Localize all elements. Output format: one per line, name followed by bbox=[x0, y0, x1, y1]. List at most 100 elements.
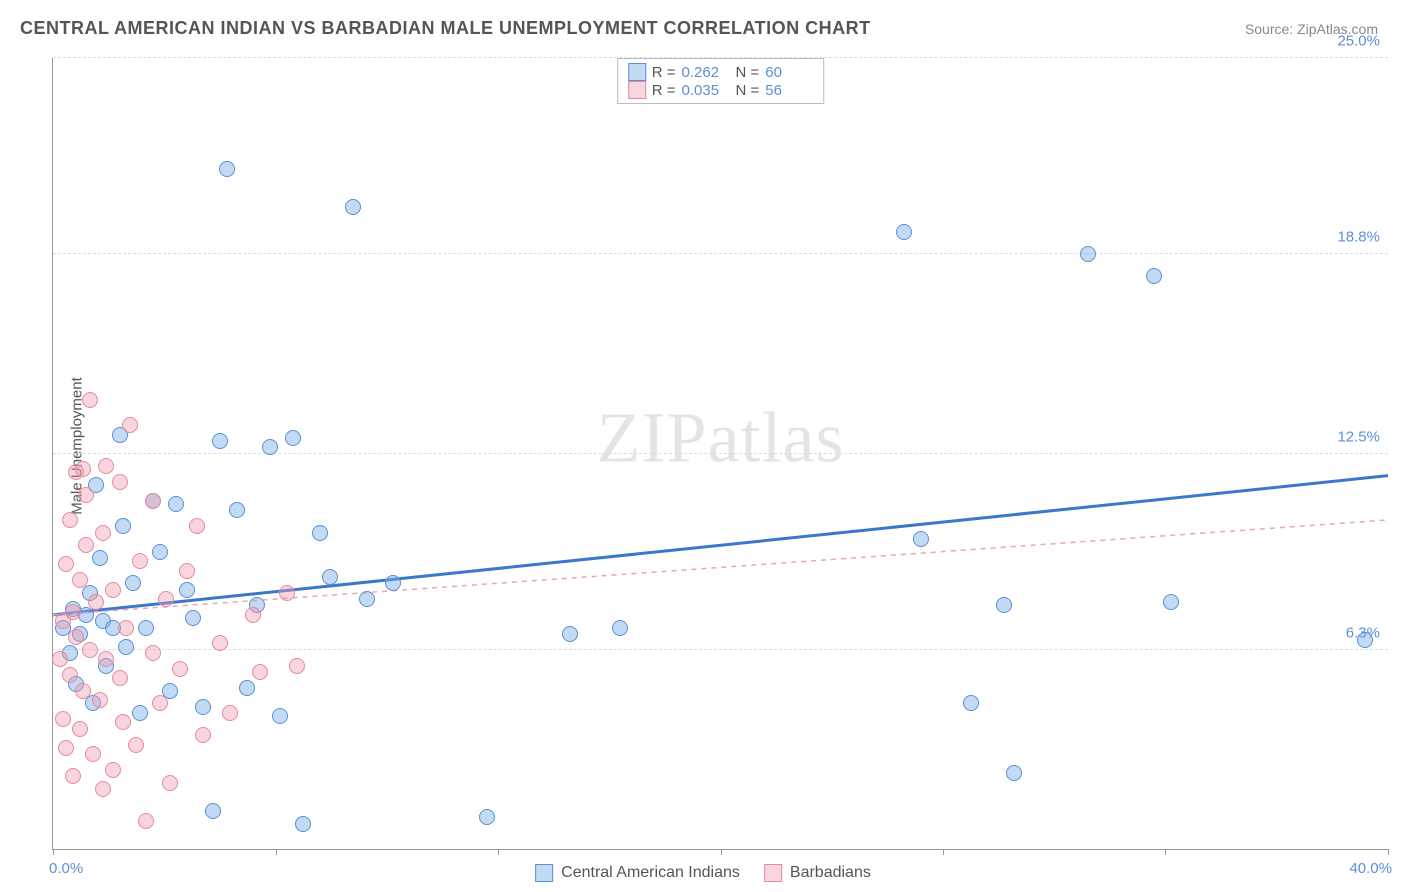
data-point bbox=[239, 680, 255, 696]
swatch-icon bbox=[628, 63, 646, 81]
data-point bbox=[118, 620, 134, 636]
swatch-icon bbox=[535, 864, 553, 882]
trend-line-a bbox=[53, 476, 1388, 615]
data-point bbox=[185, 610, 201, 626]
chart-header: CENTRAL AMERICAN INDIAN VS BARBADIAN MAL… bbox=[0, 0, 1406, 49]
data-point bbox=[963, 695, 979, 711]
data-point bbox=[168, 496, 184, 512]
data-point bbox=[285, 430, 301, 446]
swatch-icon bbox=[764, 864, 782, 882]
x-tick bbox=[1165, 849, 1166, 855]
data-point bbox=[262, 439, 278, 455]
y-tick-label: 12.5% bbox=[1337, 428, 1380, 445]
data-point bbox=[78, 537, 94, 553]
data-point bbox=[1163, 594, 1179, 610]
data-point bbox=[62, 667, 78, 683]
x-tick bbox=[498, 849, 499, 855]
data-point bbox=[195, 699, 211, 715]
data-point bbox=[58, 740, 74, 756]
data-point bbox=[289, 658, 305, 674]
n-value: 56 bbox=[765, 82, 813, 99]
data-point bbox=[62, 512, 78, 528]
trend-lines bbox=[53, 58, 1388, 849]
data-point bbox=[229, 502, 245, 518]
data-point bbox=[152, 695, 168, 711]
data-point bbox=[179, 563, 195, 579]
data-point bbox=[152, 544, 168, 560]
data-point bbox=[78, 487, 94, 503]
r-value: 0.035 bbox=[682, 82, 730, 99]
data-point bbox=[68, 629, 84, 645]
data-point bbox=[189, 518, 205, 534]
data-point bbox=[55, 711, 71, 727]
data-point bbox=[92, 550, 108, 566]
data-point bbox=[279, 585, 295, 601]
legend-label: Central American Indians bbox=[561, 864, 740, 882]
data-point bbox=[115, 518, 131, 534]
data-point bbox=[162, 775, 178, 791]
n-label: N = bbox=[736, 82, 760, 99]
data-point bbox=[612, 620, 628, 636]
data-point bbox=[158, 591, 174, 607]
data-point bbox=[112, 670, 128, 686]
x-tick bbox=[53, 849, 54, 855]
stats-row-series-a: R = 0.262 N = 60 bbox=[628, 63, 814, 81]
r-label: R = bbox=[652, 64, 676, 81]
data-point bbox=[105, 762, 121, 778]
data-point bbox=[205, 803, 221, 819]
data-point bbox=[118, 639, 134, 655]
data-point bbox=[122, 417, 138, 433]
data-point bbox=[479, 809, 495, 825]
data-point bbox=[138, 813, 154, 829]
data-point bbox=[75, 461, 91, 477]
data-point bbox=[145, 493, 161, 509]
data-point bbox=[385, 575, 401, 591]
data-point bbox=[1080, 246, 1096, 262]
data-point bbox=[98, 458, 114, 474]
data-point bbox=[212, 635, 228, 651]
data-point bbox=[132, 553, 148, 569]
data-point bbox=[145, 645, 161, 661]
gridline bbox=[53, 57, 1388, 58]
x-axis-max-label: 40.0% bbox=[1349, 860, 1392, 877]
data-point bbox=[115, 714, 131, 730]
data-point bbox=[82, 642, 98, 658]
data-point bbox=[138, 620, 154, 636]
x-tick bbox=[276, 849, 277, 855]
stats-row-series-b: R = 0.035 N = 56 bbox=[628, 81, 814, 99]
gridline bbox=[53, 649, 1388, 650]
data-point bbox=[996, 597, 1012, 613]
data-point bbox=[345, 199, 361, 215]
data-point bbox=[82, 392, 98, 408]
data-point bbox=[295, 816, 311, 832]
data-point bbox=[179, 582, 195, 598]
chart-title: CENTRAL AMERICAN INDIAN VS BARBADIAN MAL… bbox=[20, 18, 871, 39]
n-label: N = bbox=[736, 64, 760, 81]
x-tick bbox=[721, 849, 722, 855]
data-point bbox=[896, 224, 912, 240]
data-point bbox=[75, 683, 91, 699]
data-point bbox=[195, 727, 211, 743]
y-tick-label: 18.8% bbox=[1337, 229, 1380, 246]
data-point bbox=[128, 737, 144, 753]
data-point bbox=[272, 708, 288, 724]
data-point bbox=[72, 721, 88, 737]
scatter-plot-area: ZIPatlas R = 0.262 N = 60 R = 0.035 N = … bbox=[52, 58, 1388, 850]
x-tick bbox=[943, 849, 944, 855]
data-point bbox=[132, 705, 148, 721]
series-legend: Central American Indians Barbadians bbox=[535, 864, 871, 882]
data-point bbox=[219, 161, 235, 177]
data-point bbox=[105, 582, 121, 598]
data-point bbox=[92, 692, 108, 708]
data-point bbox=[212, 433, 228, 449]
n-value: 60 bbox=[765, 64, 813, 81]
gridline bbox=[53, 453, 1388, 454]
data-point bbox=[913, 531, 929, 547]
data-point bbox=[312, 525, 328, 541]
data-point bbox=[88, 594, 104, 610]
data-point bbox=[222, 705, 238, 721]
x-tick bbox=[1388, 849, 1389, 855]
data-point bbox=[359, 591, 375, 607]
r-label: R = bbox=[652, 82, 676, 99]
data-point bbox=[95, 781, 111, 797]
